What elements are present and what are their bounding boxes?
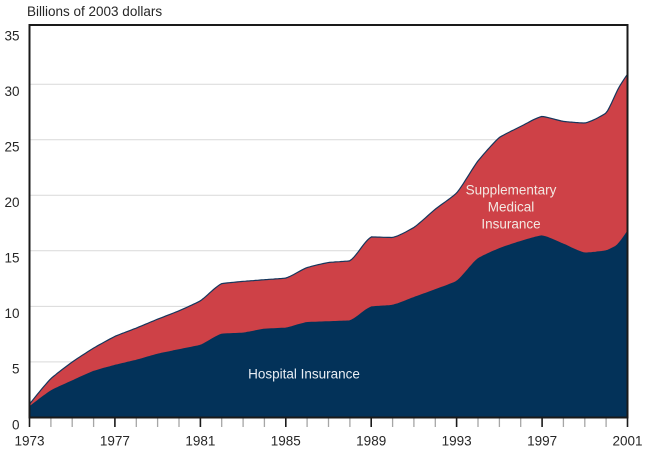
svg-text:1977: 1977 bbox=[100, 434, 130, 449]
svg-text:1973: 1973 bbox=[14, 434, 44, 449]
svg-text:Billions of 2003 dollars: Billions of 2003 dollars bbox=[27, 4, 162, 19]
svg-text:15: 15 bbox=[4, 251, 19, 266]
svg-text:Supplementary: Supplementary bbox=[466, 182, 557, 197]
svg-text:Hospital Insurance: Hospital Insurance bbox=[248, 366, 360, 381]
svg-text:35: 35 bbox=[4, 28, 19, 43]
svg-text:Medical: Medical bbox=[488, 199, 535, 214]
svg-text:2001: 2001 bbox=[612, 434, 642, 449]
svg-text:10: 10 bbox=[4, 306, 19, 321]
svg-text:30: 30 bbox=[4, 84, 19, 99]
svg-text:1985: 1985 bbox=[271, 434, 301, 449]
svg-text:25: 25 bbox=[4, 140, 19, 155]
svg-text:Insurance: Insurance bbox=[481, 216, 540, 231]
svg-text:20: 20 bbox=[4, 195, 19, 210]
svg-text:1981: 1981 bbox=[185, 434, 215, 449]
svg-text:5: 5 bbox=[12, 362, 20, 377]
svg-text:1997: 1997 bbox=[527, 434, 557, 449]
svg-text:1989: 1989 bbox=[356, 434, 386, 449]
svg-text:1993: 1993 bbox=[442, 434, 472, 449]
svg-text:0: 0 bbox=[12, 417, 20, 432]
